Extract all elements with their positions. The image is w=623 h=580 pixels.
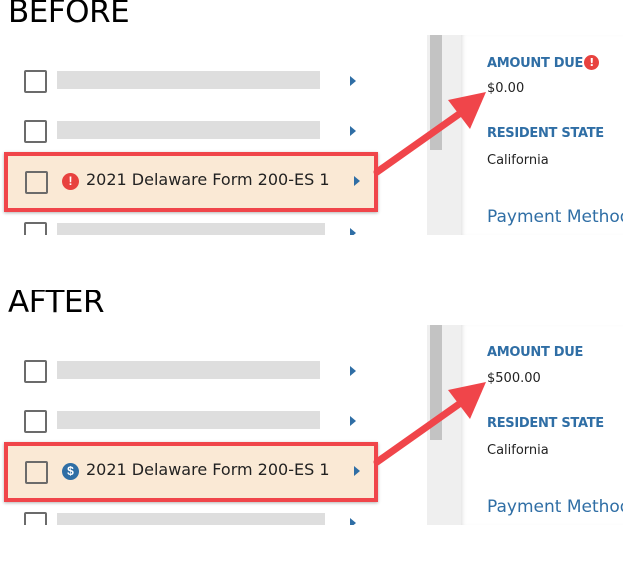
list-item[interactable]: [0, 350, 427, 400]
list-item[interactable]: [0, 110, 427, 160]
highlighted-list-item[interactable]: $ 2021 Delaware Form 200-ES 1: [4, 442, 378, 502]
amount-due-label: AMOUNT DUE: [487, 345, 584, 360]
warning-icon: !: [584, 55, 600, 70]
exclamation-icon: !: [62, 173, 79, 190]
placeholder-bar: [57, 223, 325, 235]
resident-state-value: California: [487, 153, 549, 168]
list-item[interactable]: [0, 502, 427, 525]
annotation-arrow: [373, 382, 486, 466]
before-panel: BEFORE ! 2021 Delaware Form 200-ES 1 AMO…: [0, 0, 623, 235]
checkbox[interactable]: [24, 120, 47, 143]
form-list: $ 2021 Delaware Form 200-ES 1: [0, 325, 427, 525]
list-item[interactable]: [0, 60, 427, 110]
chevron-right-icon[interactable]: [350, 518, 356, 525]
payment-method-heading: Payment Method: [487, 497, 623, 517]
placeholder-bar: [57, 71, 320, 89]
list-item[interactable]: [0, 212, 427, 235]
after-panel: AFTER $ 2021 Delaware Form 200-ES 1 AMOU…: [0, 290, 623, 580]
chevron-right-icon[interactable]: [350, 416, 356, 426]
details-pane: AMOUNT DUE $500.00 RESIDENT STATE Califo…: [461, 325, 623, 525]
caption: BEFORE: [8, 0, 130, 30]
highlighted-list-item[interactable]: ! 2021 Delaware Form 200-ES 1: [4, 152, 378, 212]
item-name: 2021 Delaware Form 200-ES 1: [86, 460, 330, 479]
placeholder-bar: [57, 411, 320, 429]
chevron-right-icon[interactable]: [350, 228, 356, 235]
checkbox[interactable]: [25, 171, 48, 194]
resident-state-label: RESIDENT STATE: [487, 126, 604, 141]
checkbox[interactable]: [24, 222, 47, 235]
chevron-right-icon[interactable]: [354, 466, 360, 476]
chevron-right-icon[interactable]: [354, 176, 360, 186]
scrollbar-thumb[interactable]: [430, 325, 442, 440]
amount-due-value: $0.00: [487, 81, 525, 96]
scrollbar[interactable]: [427, 35, 461, 235]
placeholder-bar: [57, 513, 325, 525]
item-name: 2021 Delaware Form 200-ES 1: [86, 170, 330, 189]
checkbox[interactable]: [24, 70, 47, 93]
resident-state-label: RESIDENT STATE: [487, 416, 604, 431]
amount-due-value: $500.00: [487, 371, 541, 386]
scrollbar-thumb[interactable]: [430, 35, 442, 150]
details-pane: AMOUNT DUE! $0.00 RESIDENT STATE Califor…: [461, 35, 623, 235]
chevron-right-icon[interactable]: [350, 76, 356, 86]
resident-state-value: California: [487, 443, 549, 458]
checkbox[interactable]: [25, 461, 48, 484]
placeholder-bar: [57, 361, 320, 379]
chevron-right-icon[interactable]: [350, 366, 356, 376]
checkbox[interactable]: [24, 512, 47, 525]
annotation-arrow: [373, 92, 486, 176]
checkbox[interactable]: [24, 410, 47, 433]
chevron-right-icon[interactable]: [350, 126, 356, 136]
amount-due-label: AMOUNT DUE!: [487, 55, 600, 71]
checkbox[interactable]: [24, 360, 47, 383]
caption: AFTER: [8, 290, 105, 320]
form-list: ! 2021 Delaware Form 200-ES 1: [0, 35, 427, 235]
list-item[interactable]: [0, 400, 427, 450]
dollar-icon: $: [62, 463, 79, 480]
payment-method-heading: Payment Method: [487, 207, 623, 227]
placeholder-bar: [57, 121, 320, 139]
